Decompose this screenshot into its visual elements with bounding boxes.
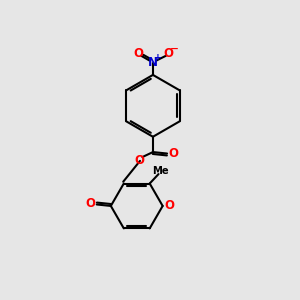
Text: O: O [86, 197, 96, 210]
Text: N: N [148, 56, 158, 69]
Text: +: + [154, 53, 162, 62]
Text: O: O [163, 47, 173, 60]
Text: O: O [169, 147, 178, 160]
Text: O: O [133, 47, 143, 60]
Text: Me: Me [153, 166, 169, 176]
Text: O: O [134, 154, 144, 166]
Text: −: − [170, 44, 179, 54]
Text: O: O [164, 200, 174, 212]
